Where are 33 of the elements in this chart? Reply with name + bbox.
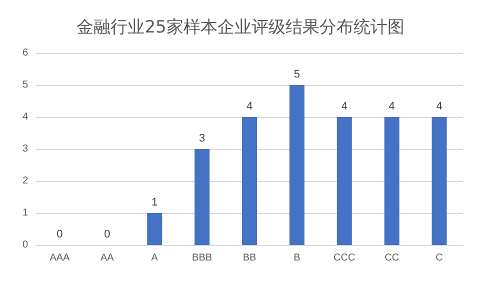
data-label: 0 [104,228,110,240]
x-tick-label: AAA [50,252,70,264]
data-label: 5 [294,68,300,80]
bar [384,117,400,245]
y-tick-label: 2 [22,176,28,186]
x-tick-label: A [151,252,158,264]
chart-title: 金融行业25家样本企业评级结果分布统计图 [76,18,404,38]
y-tick-label: 5 [22,80,28,90]
y-tick-label: 3 [22,144,28,154]
x-tick-label: BBB [192,252,212,264]
y-tick-label: 4 [22,112,28,122]
data-label: 4 [388,100,395,112]
x-tick-label: B [294,252,301,264]
y-tick-label: 0 [22,240,28,250]
data-label: 4 [246,100,253,112]
y-tick-label: 1 [22,208,28,218]
bar [194,149,210,245]
x-tick-label: C [436,252,443,264]
y-tick-label: 6 [22,48,28,58]
data-label: 3 [198,132,206,144]
bar [289,85,304,245]
data-label: 4 [436,100,442,112]
x-tick-label: BB [242,252,256,264]
bar [336,117,352,245]
x-tick-label: AA [100,252,114,264]
x-tick-label: CC [384,252,400,264]
data-label: 4 [341,100,348,112]
data-label: 1 [152,196,158,208]
bar [242,117,257,245]
x-tick-label: CCC [334,252,356,264]
data-label: 0 [56,228,63,240]
bar [432,117,447,245]
bar [147,213,162,245]
